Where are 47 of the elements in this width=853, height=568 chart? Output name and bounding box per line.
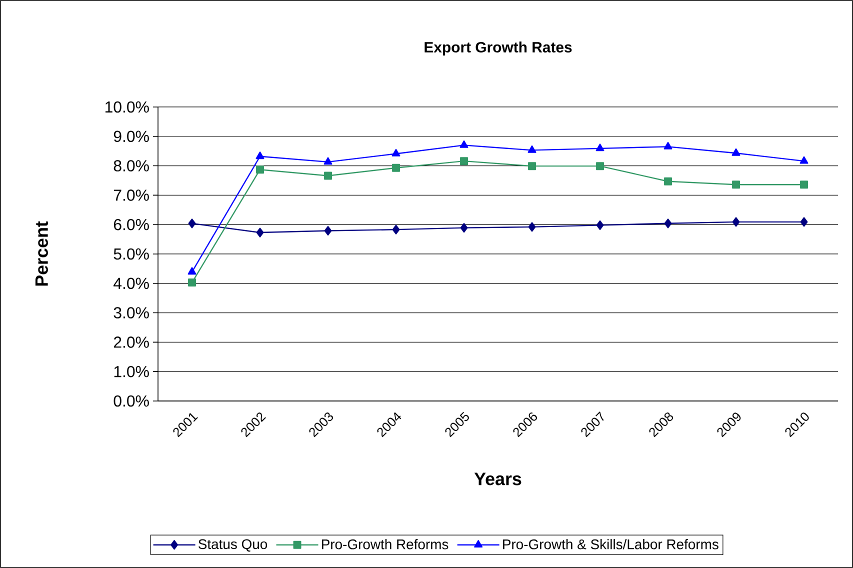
y-tick-label: 9.0% [114, 130, 149, 142]
point [256, 152, 264, 160]
y-tick-label: 8.0% [114, 160, 149, 172]
y-tick-label: 6.0% [114, 218, 149, 230]
point [324, 172, 332, 180]
point [596, 162, 604, 170]
point [460, 223, 468, 233]
point [800, 217, 808, 227]
point [800, 156, 808, 164]
point [664, 142, 672, 150]
y-tick-label: 0.0% [114, 395, 149, 407]
point [256, 228, 264, 238]
point [392, 164, 400, 172]
point [732, 180, 740, 189]
x-axis-title: Years [474, 472, 522, 486]
point [664, 177, 672, 186]
y-tick-label: 10.0% [106, 101, 149, 113]
point [460, 140, 468, 148]
point [188, 218, 196, 228]
point [596, 220, 604, 230]
point [596, 144, 604, 152]
legend-label: Pro-Growth Reforms [322, 539, 448, 550]
point [324, 157, 332, 165]
point [800, 180, 808, 189]
y-tick-label: 3.0% [114, 307, 149, 318]
legend-label: Pro-Growth & Skills/Labor Reforms [503, 539, 718, 550]
point [392, 148, 400, 156]
y-axis-title: Percent [35, 221, 48, 286]
legend-label: Status Quo [198, 539, 268, 552]
point [528, 145, 536, 153]
chart-title: Export Growth Rates [424, 42, 572, 56]
point [256, 166, 264, 174]
y-tick-label: 1.0% [114, 366, 149, 378]
point [324, 226, 332, 236]
point [528, 162, 536, 170]
point [392, 224, 400, 234]
point [732, 217, 740, 227]
point [188, 278, 196, 286]
point [528, 222, 536, 232]
y-tick-label: 4.0% [114, 278, 149, 290]
point [188, 267, 196, 275]
point [732, 148, 740, 156]
point [664, 218, 672, 228]
point [460, 157, 468, 166]
y-tick-label: 7.0% [114, 190, 149, 201]
y-tick-label: 2.0% [114, 336, 149, 348]
y-tick-label: 5.0% [114, 248, 149, 260]
